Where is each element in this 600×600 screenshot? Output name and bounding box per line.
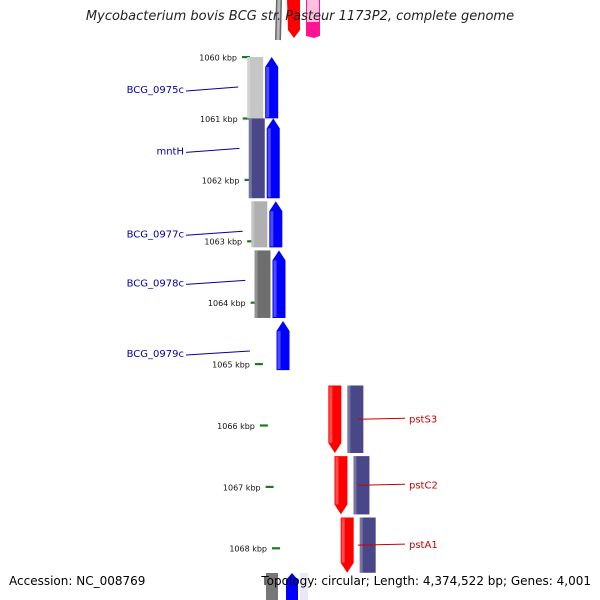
gene-arrow-highlight bbox=[266, 67, 270, 118]
scale-tick-label: 1067 kbp bbox=[223, 483, 261, 492]
gene-label-line bbox=[185, 86, 239, 92]
gene-arrow bbox=[269, 201, 283, 248]
gene-label-line bbox=[185, 230, 243, 236]
scale-tick-mark bbox=[242, 117, 251, 120]
scale-tick-label: 1064 kbp bbox=[208, 299, 246, 308]
gene-label: BCG_0979c bbox=[127, 349, 184, 360]
scale-tick-label: 1065 kbp bbox=[212, 361, 250, 370]
cog-block-highlight bbox=[247, 57, 251, 119]
cog-block-highlight bbox=[254, 250, 258, 318]
gene-label-line bbox=[357, 417, 406, 420]
gene-label: pstA1 bbox=[409, 540, 438, 551]
gene-label-line bbox=[357, 483, 406, 486]
topology-text: Topology: circular; Length: 4,374,522 bp… bbox=[261, 574, 591, 588]
gene-label-line bbox=[357, 543, 406, 546]
gene-label: mntH bbox=[156, 146, 184, 157]
gene-label-line bbox=[185, 279, 246, 285]
scale-tick-label: 1062 kbp bbox=[202, 176, 240, 185]
gene-label: pstS3 bbox=[409, 414, 437, 425]
map-title: Mycobacterium bovis BCG str. Pasteur 117… bbox=[85, 9, 515, 24]
gene-arrow-highlight bbox=[335, 457, 339, 505]
cog-block-highlight bbox=[353, 456, 357, 515]
cog-block bbox=[251, 201, 268, 248]
partial-gene-bottom-blue bbox=[286, 573, 298, 600]
scale-tick-label: 1068 kbp bbox=[229, 545, 267, 554]
cog-block bbox=[248, 118, 265, 199]
scale-tick-label: 1066 kbp bbox=[217, 422, 255, 431]
scale-tick-mark bbox=[265, 485, 274, 488]
cog-block bbox=[254, 250, 271, 318]
cog-block-highlight bbox=[347, 385, 351, 454]
gene-arrow bbox=[266, 118, 280, 199]
scale-tick-mark bbox=[272, 547, 281, 550]
gene-arrow bbox=[328, 385, 342, 454]
scale-tick-label: 1063 kbp bbox=[204, 238, 242, 247]
partial-gene-bottom-grey bbox=[266, 573, 278, 600]
gene-label: pstC2 bbox=[409, 480, 438, 491]
gene-arrow bbox=[272, 250, 286, 318]
gene-arrow bbox=[340, 517, 354, 573]
scale-tick-mark bbox=[247, 240, 256, 243]
scale-tick-mark bbox=[242, 56, 250, 59]
gene-label: BCG_0978c bbox=[127, 278, 184, 289]
scale-tick-label: 1060 kbp bbox=[199, 54, 237, 63]
cog-block bbox=[247, 57, 264, 119]
gene-arrow-highlight bbox=[329, 386, 333, 444]
partial-gene-bottom-white bbox=[300, 573, 308, 600]
gene-arrow bbox=[334, 456, 348, 515]
gene-arrow-highlight bbox=[273, 260, 277, 317]
scale-tick-label: 1061 kbp bbox=[200, 115, 238, 124]
gene-arrow-highlight bbox=[341, 518, 345, 563]
scale-tick-mark bbox=[259, 424, 268, 427]
cog-block bbox=[347, 385, 364, 454]
accession-text: Accession: NC_008769 bbox=[9, 574, 146, 588]
scale-tick-mark bbox=[244, 178, 253, 181]
partial-gene-top-red bbox=[287, 0, 300, 38]
cog-block-highlight bbox=[248, 118, 252, 199]
gene-arrow bbox=[265, 57, 279, 119]
cog-block-highlight bbox=[251, 201, 255, 248]
partial-gene-top-pink-cog bbox=[307, 0, 319, 22]
gene-arrow-highlight bbox=[267, 128, 271, 198]
gene-label-line bbox=[185, 147, 240, 153]
gene-arrow-highlight bbox=[270, 211, 274, 247]
gene-label: BCG_0975c bbox=[127, 85, 184, 96]
backbone-line bbox=[276, 0, 281, 41]
scale-tick-mark bbox=[254, 363, 263, 366]
gene-label-line bbox=[185, 350, 250, 356]
gene-label: BCG_0977c bbox=[127, 229, 184, 240]
gene-arrow bbox=[276, 321, 290, 371]
gene-arrow-highlight bbox=[277, 331, 281, 370]
